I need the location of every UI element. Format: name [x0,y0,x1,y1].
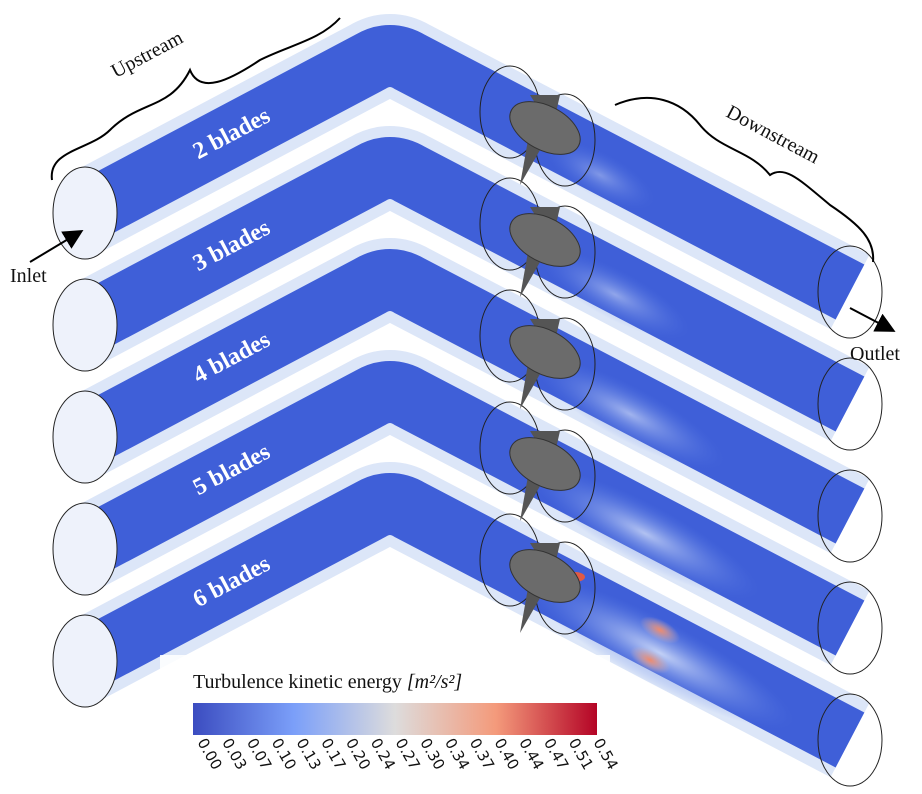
outlet-label: Outlet [850,343,900,365]
inlet-ring [53,503,117,595]
inlet-ring [53,279,117,371]
inlet-label: Inlet [10,265,47,287]
downstream-label: Downstream [723,101,824,169]
colorbar-title-text: Turbulence kinetic energy [193,671,402,693]
colorbar-ticks: 0.000.030.070.100.130.170.200.240.270.30… [194,735,622,773]
inlet-ring [53,167,117,259]
colorbar [193,703,597,735]
colorbar-unit: [m²/s²] [407,671,462,693]
colorbar-title: Turbulence kinetic energy [m²/s²] [193,671,462,693]
upstream-label: Upstream [108,27,187,83]
figure: 6 blades5 blades4 blades3 blades2 blades… [0,0,922,794]
inlet-ring [53,615,117,707]
inlet-ring [53,391,117,483]
